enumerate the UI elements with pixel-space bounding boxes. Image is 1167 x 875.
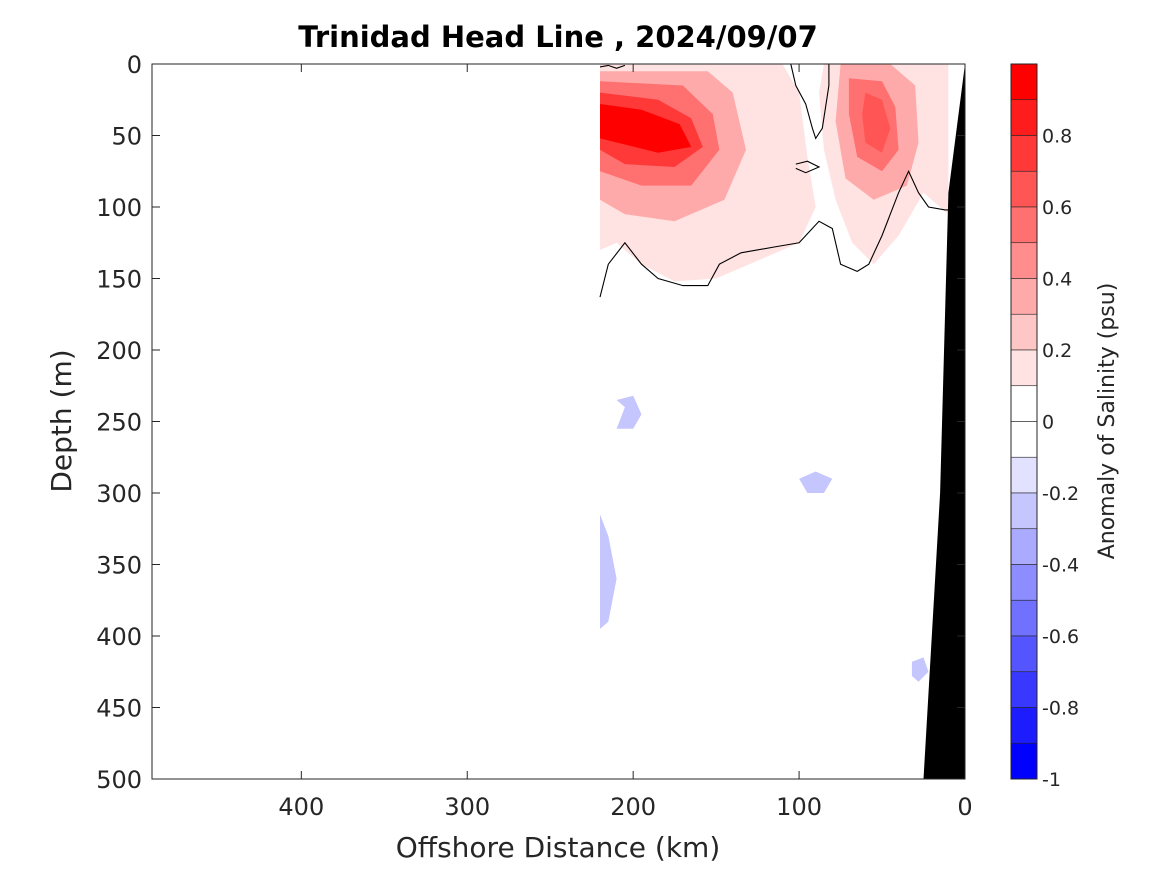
colorbar-swatch	[1010, 170, 1038, 208]
fresh-patch-2	[600, 514, 617, 629]
fresh-patch-4	[911, 657, 929, 682]
colorbar-swatch	[1010, 135, 1038, 172]
colorbar-swatch	[1010, 278, 1038, 315]
colorbar-tick-label: 0	[1042, 412, 1054, 434]
colorbar-swatch	[1010, 349, 1038, 387]
colorbar-frame	[1010, 63, 1038, 780]
y-axis-title: Depth (m)	[45, 349, 78, 492]
bathymetry-layer	[923, 64, 965, 779]
zero-contour-island	[795, 160, 821, 174]
x-tick-label: 100	[776, 793, 822, 821]
colorbar-tick-label: -0.8	[1042, 698, 1079, 720]
colorbar-tick-label: -0.2	[1042, 483, 1079, 505]
colorbar-tick-label: -0.6	[1042, 626, 1079, 648]
y-tick-label: 100	[96, 194, 142, 222]
colorbar-title: Anomaly of Salinity (psu)	[1095, 283, 1120, 560]
colorbar-tick-label: 0.2	[1042, 340, 1072, 362]
colorbar-swatch	[1010, 456, 1038, 494]
colorbar-swatch	[1010, 599, 1038, 637]
x-tick-label: 200	[610, 793, 656, 821]
y-tick-label: 50	[111, 123, 142, 151]
colorbar-tick-label: 0.6	[1042, 197, 1072, 219]
x-axis-title: Offshore Distance (km)	[396, 831, 721, 864]
colorbar-swatch	[1010, 528, 1038, 565]
colorbar-tick-label: 0.8	[1042, 126, 1072, 148]
y-tick-label: 300	[96, 480, 142, 508]
x-axis-ticks: 400 300 200 100 0	[278, 64, 973, 821]
colorbar-swatch	[1010, 242, 1038, 279]
colorbar-tick-label: -1	[1042, 769, 1061, 791]
colorbar-swatch	[1010, 564, 1038, 601]
colorbar-swatch	[1010, 385, 1038, 422]
colorbar-swatch	[1010, 742, 1038, 780]
salty-core-west-4	[600, 104, 692, 153]
colorbar-swatch	[1010, 635, 1038, 673]
colorbar-swatch	[1010, 492, 1038, 530]
zero-contour-surface	[599, 64, 626, 69]
colorbar-swatch	[1010, 99, 1038, 136]
y-tick-label: 500	[96, 766, 142, 794]
y-tick-label: 450	[96, 695, 142, 723]
colorbar-swatch	[1010, 206, 1038, 244]
y-tick-label: 350	[96, 552, 142, 580]
chart-title: Trinidad Head Line , 2024/09/07	[298, 20, 818, 54]
y-axis-ticks: 0 50 100 150 200 250 300 350 400 450 500	[96, 51, 965, 794]
y-tick-label: 200	[96, 337, 142, 365]
colorbar-swatch	[1010, 671, 1038, 708]
x-tick-label: 0	[957, 793, 972, 821]
seafloor	[923, 64, 965, 779]
salty-core-east-3	[862, 92, 891, 153]
colorbar: -1 -0.8 -0.6 -0.4 -0.2 0 0.2 0.4 0.6 0.8	[1010, 63, 1079, 791]
zero-contour-main	[599, 169, 949, 298]
zero-contour-tongue	[790, 64, 830, 140]
fresh-patch-3	[799, 471, 833, 493]
colorbar-tick-label: 0.4	[1042, 269, 1072, 291]
x-tick-label: 300	[444, 793, 490, 821]
y-tick-label: 150	[96, 266, 142, 294]
y-tick-label: 400	[96, 623, 142, 651]
contour-fill-layer	[600, 64, 949, 779]
fresh-patch-1	[616, 395, 642, 429]
zero-contour-layer	[599, 64, 949, 298]
near-zero-deep-column	[649, 428, 720, 765]
colorbar-swatch	[1010, 313, 1038, 351]
colorbar-tick-label: -0.4	[1042, 555, 1079, 577]
y-tick-label: 0	[127, 51, 142, 79]
y-tick-label: 250	[96, 409, 142, 437]
x-tick-label: 400	[278, 793, 324, 821]
colorbar-swatch	[1010, 63, 1038, 101]
colorbar-swatch	[1010, 421, 1038, 458]
colorbar-swatch	[1010, 707, 1038, 744]
